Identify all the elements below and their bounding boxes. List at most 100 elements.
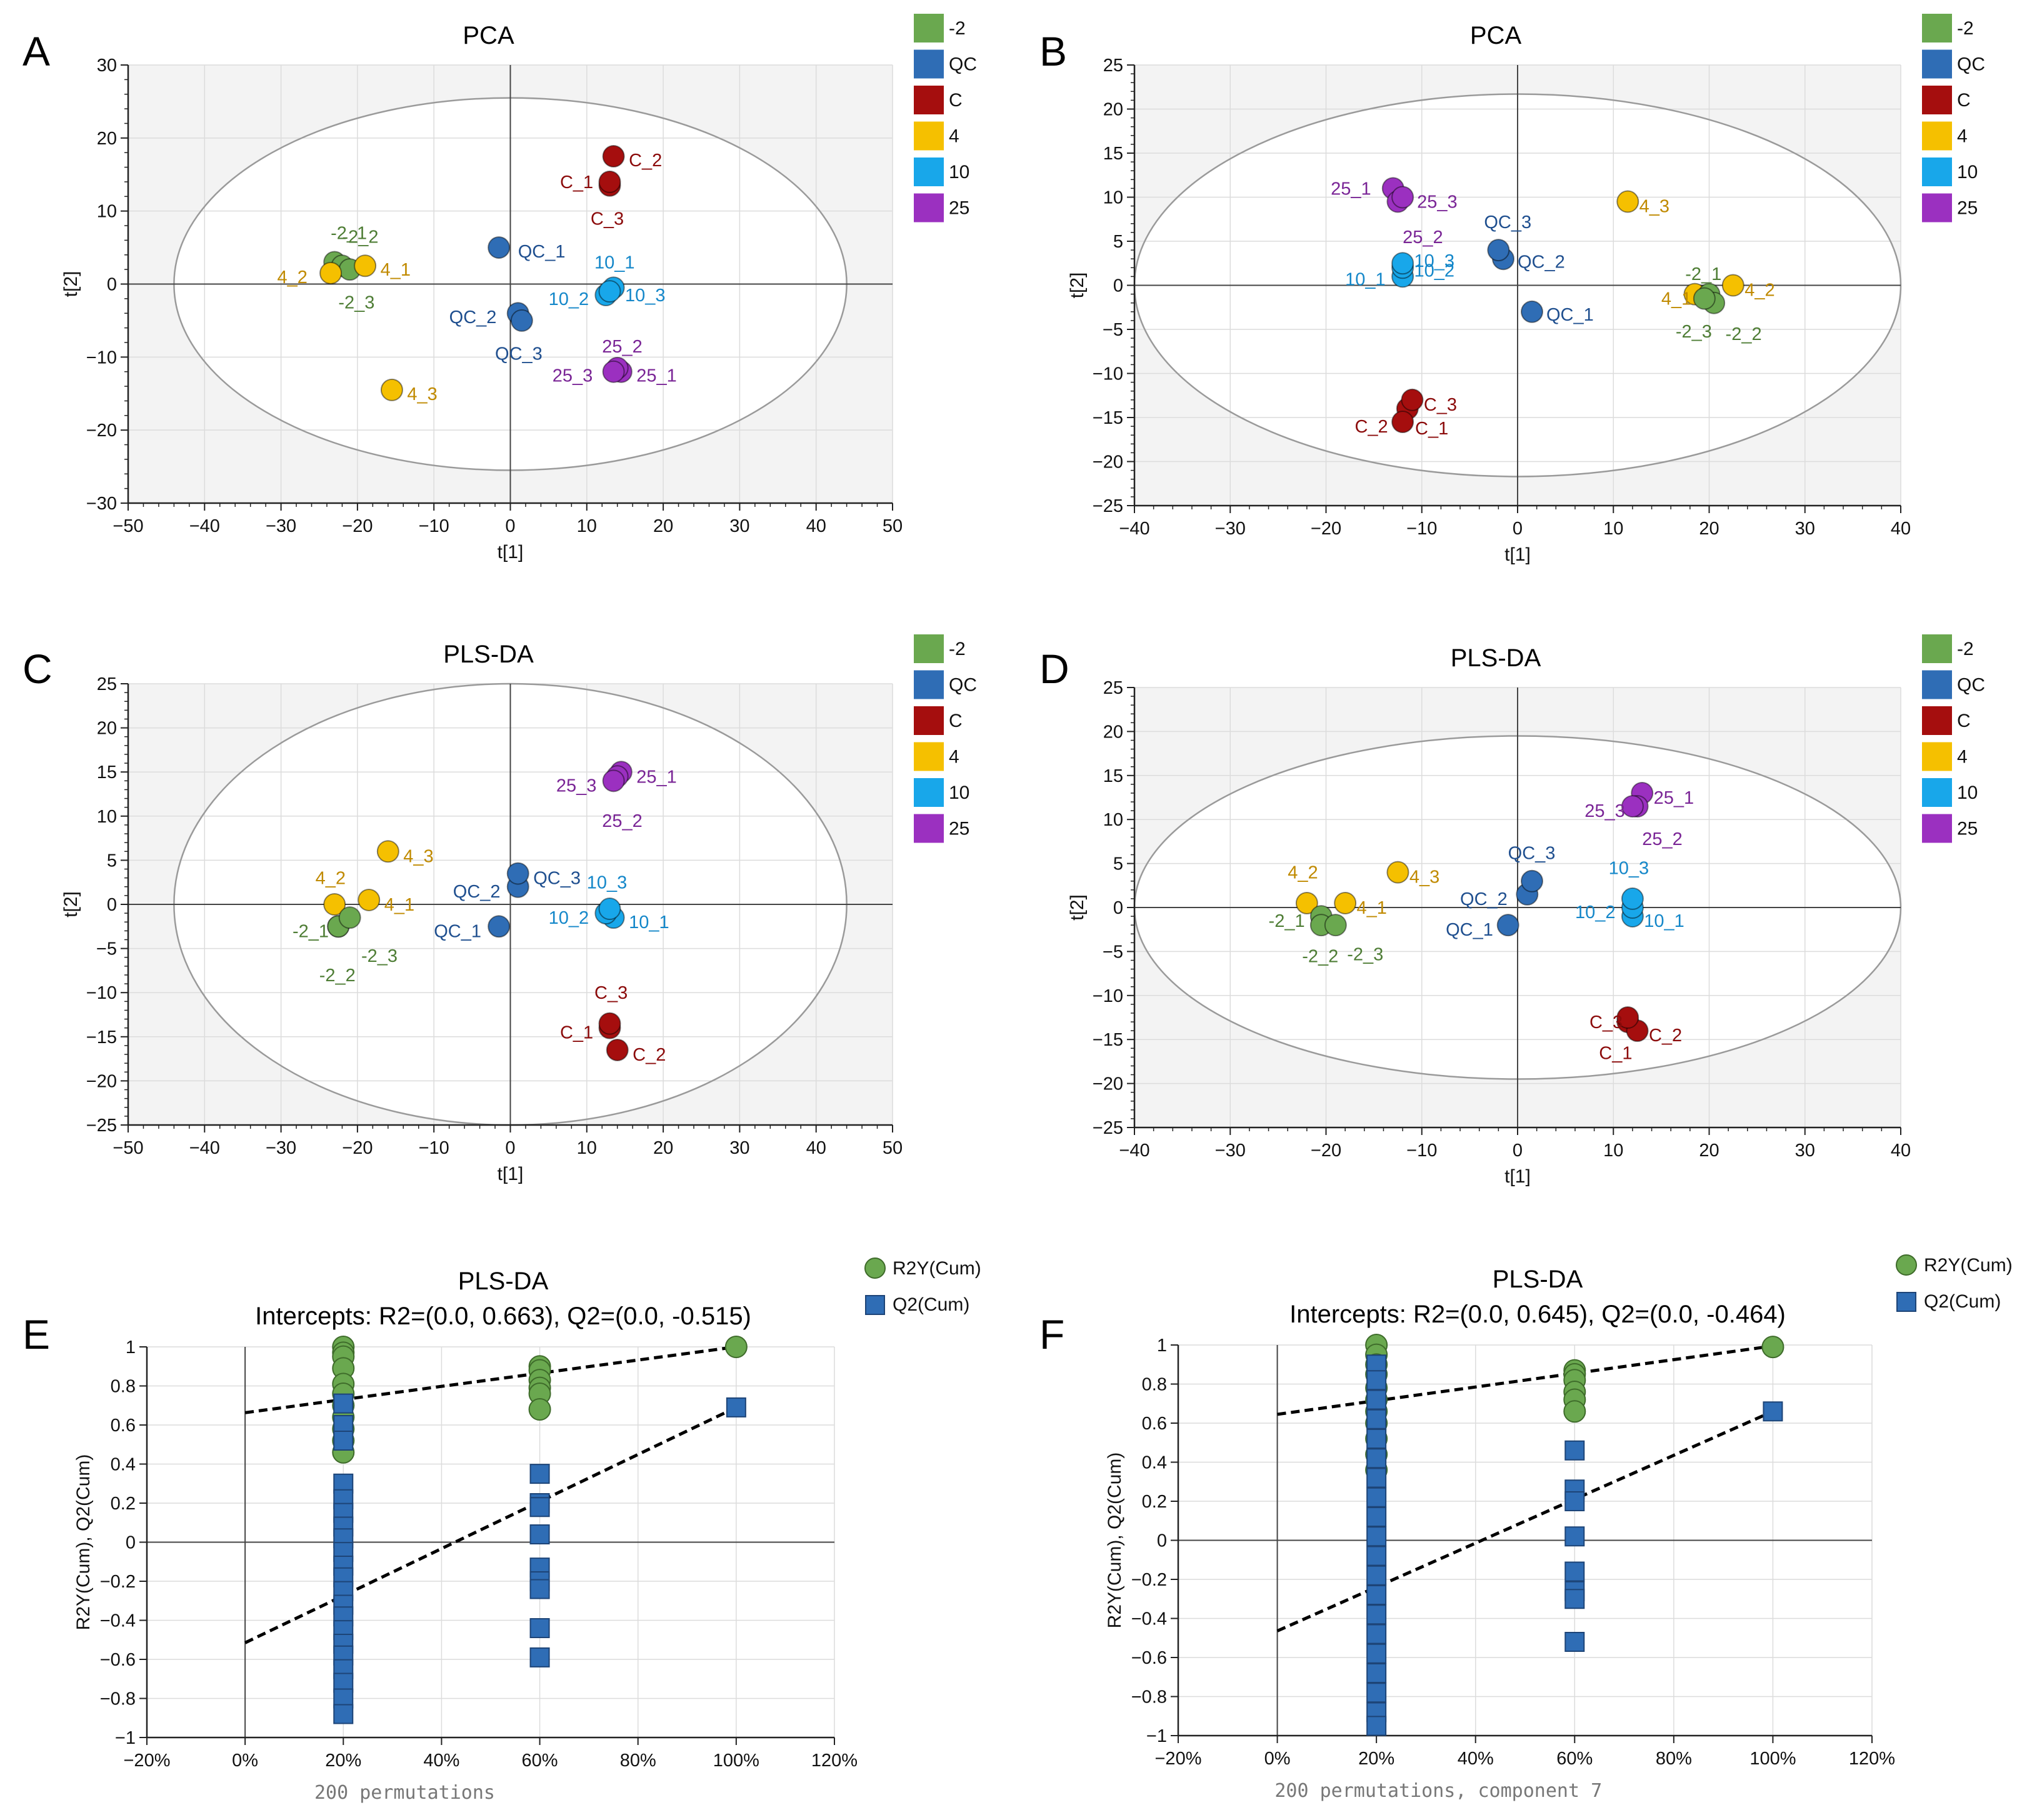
x-tick-label: 20: [653, 516, 673, 536]
legend-r2y-marker: [864, 1258, 886, 1279]
point-label: 10_3: [587, 873, 628, 893]
q2-point: [1366, 1663, 1387, 1683]
x-axis-label: 200 permutations: [314, 1782, 495, 1804]
x-tick-label: 80%: [1656, 1749, 1692, 1769]
y-tick-label: 15: [1103, 766, 1123, 786]
chart-title: PLS-DA: [458, 1268, 549, 1295]
x-tick-label: 0%: [1264, 1749, 1291, 1769]
score-point--2_3: [1693, 287, 1716, 310]
x-tick-label: 10: [1603, 1141, 1623, 1161]
x-tick-label: 100%: [1749, 1749, 1796, 1769]
x-tick-label: −20%: [1155, 1749, 1202, 1769]
point-label: 10_3: [1414, 251, 1454, 271]
score-point-10_3: [598, 280, 621, 303]
panel-letter: A: [23, 28, 50, 74]
score-point-10_3: [1621, 887, 1644, 910]
x-tick-label: 20: [1699, 1141, 1719, 1161]
legend-swatch: [1922, 49, 1952, 79]
legend-swatch: [914, 742, 944, 771]
point-label: C_3: [594, 983, 628, 1003]
y-tick-label: 5: [1113, 854, 1123, 874]
legend-label: 4: [1957, 126, 1968, 147]
y-axis-label: t[2]: [1067, 894, 1088, 921]
point-label: 4_3: [1639, 197, 1669, 217]
chart-title: PCA: [463, 22, 514, 49]
point-label: 25_2: [602, 811, 643, 831]
legend-label: C: [1957, 90, 1971, 111]
y-tick-label: −30: [86, 494, 117, 514]
point-label: QC_1: [518, 242, 566, 262]
q2-point: [1366, 1389, 1387, 1410]
legend-label: C: [949, 711, 963, 731]
panel-e-permutation-test: E PLS-DA Intercepts: R2=(0.0, 0.663), Q2=(…: [23, 1258, 981, 1804]
y-tick-label: 0.4: [111, 1455, 136, 1475]
point-label: -2_1: [1685, 264, 1721, 284]
point-label: QC_2: [449, 308, 497, 328]
point-label: -2_2: [1302, 946, 1338, 966]
y-tick-label: 0: [107, 275, 117, 295]
point-label: C_3: [1424, 395, 1457, 415]
legend-label: 4: [949, 747, 959, 768]
point-label: 25_2: [602, 337, 643, 357]
y-tick-label: 0.4: [1142, 1453, 1167, 1473]
legend-label: 10: [949, 162, 969, 182]
x-tick-label: −50: [113, 1138, 143, 1158]
q2-point: [1366, 1429, 1387, 1449]
y-tick-label: 1: [126, 1338, 136, 1358]
x-tick-label: 20: [653, 1138, 673, 1158]
point-label: 4_2: [277, 268, 307, 288]
x-tick-label: −20: [342, 1138, 373, 1158]
score-point-4_2: [1295, 891, 1318, 914]
legend-label: -2: [949, 18, 966, 39]
q2-point: [1564, 1526, 1585, 1547]
legend-label: 25: [1957, 198, 1978, 219]
legend-label: 10: [1957, 162, 1978, 182]
q2-point: [1763, 1401, 1783, 1422]
x-tick-label: 40: [806, 1138, 826, 1158]
point-label: 4_1: [1661, 289, 1691, 309]
y-tick-label: −0.8: [1131, 1688, 1167, 1708]
score-point-QC_1: [1520, 300, 1543, 323]
y-tick-label: −0.4: [100, 1611, 136, 1631]
legend-swatch: [914, 158, 944, 186]
y-tick-label: 1: [1157, 1336, 1167, 1356]
q2-point: [1366, 1604, 1387, 1625]
y-tick-label: −0.4: [1131, 1609, 1167, 1629]
x-tick-label: −10: [1406, 519, 1437, 539]
legend-swatch: [1922, 706, 1952, 735]
y-tick-label: 25: [1103, 56, 1123, 76]
y-tick-label: 20: [97, 129, 117, 149]
x-tick-label: 30: [729, 1138, 749, 1158]
x-tick-label: −10: [1406, 1141, 1437, 1161]
point-label: 4_3: [407, 384, 437, 404]
y-tick-label: −15: [1093, 408, 1123, 428]
q2-point: [529, 1497, 550, 1518]
y-tick-label: −25: [1093, 1118, 1123, 1138]
point-label: QC_2: [453, 882, 501, 902]
point-label: 10_2: [549, 289, 589, 309]
point-label: C_3: [591, 209, 624, 229]
legend-label: -2: [1957, 639, 1974, 659]
chart-title: PLS-DA: [1493, 1266, 1583, 1293]
x-tick-label: 30: [729, 516, 749, 536]
x-axis-label: t[1]: [1504, 544, 1531, 565]
y-tick-label: 0.8: [1142, 1375, 1167, 1395]
x-tick-label: −30: [266, 516, 296, 536]
x-tick-label: 0: [505, 1138, 515, 1158]
y-tick-label: 10: [1103, 810, 1123, 830]
x-tick-label: −40: [1119, 1141, 1149, 1161]
y-tick-label: −15: [1093, 1030, 1123, 1050]
x-tick-label: 60%: [522, 1751, 558, 1771]
x-tick-label: −40: [189, 1138, 220, 1158]
x-tick-label: 50: [883, 516, 903, 536]
q2-point: [333, 1431, 354, 1451]
legend-r2y-label: R2Y(Cum): [1924, 1255, 2013, 1276]
point-label: 4_3: [403, 846, 433, 866]
x-tick-label: 0%: [232, 1751, 258, 1771]
legend-swatch: [914, 706, 944, 735]
q2-point: [529, 1618, 550, 1638]
legend-swatch: [914, 634, 944, 663]
y-tick-label: 0: [107, 895, 117, 915]
score-point-10_3: [1391, 252, 1414, 275]
point-label: 25_1: [1331, 179, 1371, 199]
